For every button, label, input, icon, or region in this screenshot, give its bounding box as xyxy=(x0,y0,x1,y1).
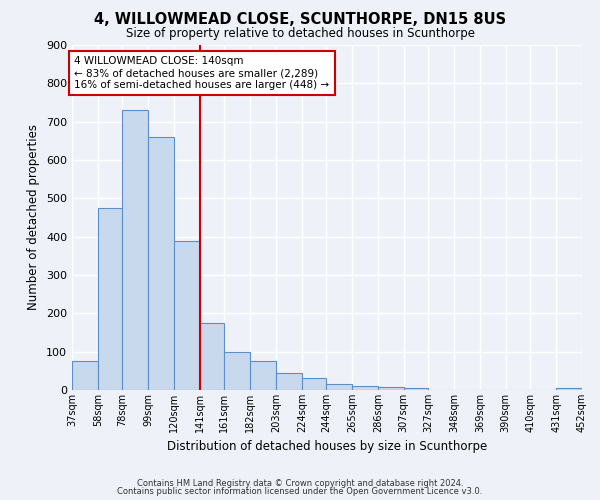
Bar xyxy=(224,352,250,390)
Bar xyxy=(72,361,98,390)
Text: 4, WILLOWMEAD CLOSE, SCUNTHORPE, DN15 8US: 4, WILLOWMEAD CLOSE, SCUNTHORPE, DN15 8U… xyxy=(94,12,506,28)
Bar xyxy=(404,388,428,390)
Text: 4 WILLOWMEAD CLOSE: 140sqm
← 83% of detached houses are smaller (2,289)
16% of s: 4 WILLOWMEAD CLOSE: 140sqm ← 83% of deta… xyxy=(74,56,329,90)
Bar xyxy=(326,384,352,390)
Bar xyxy=(200,323,224,390)
Bar xyxy=(148,137,174,390)
Bar xyxy=(302,378,326,390)
Bar xyxy=(556,388,582,390)
Y-axis label: Number of detached properties: Number of detached properties xyxy=(28,124,40,310)
Bar xyxy=(352,386,378,390)
Bar xyxy=(250,361,276,390)
Bar xyxy=(276,373,302,390)
Bar xyxy=(122,110,148,390)
Bar xyxy=(378,387,404,390)
Text: Size of property relative to detached houses in Scunthorpe: Size of property relative to detached ho… xyxy=(125,28,475,40)
Bar xyxy=(98,208,122,390)
Text: Contains public sector information licensed under the Open Government Licence v3: Contains public sector information licen… xyxy=(118,487,482,496)
X-axis label: Distribution of detached houses by size in Scunthorpe: Distribution of detached houses by size … xyxy=(167,440,487,454)
Text: Contains HM Land Registry data © Crown copyright and database right 2024.: Contains HM Land Registry data © Crown c… xyxy=(137,478,463,488)
Bar xyxy=(174,240,200,390)
